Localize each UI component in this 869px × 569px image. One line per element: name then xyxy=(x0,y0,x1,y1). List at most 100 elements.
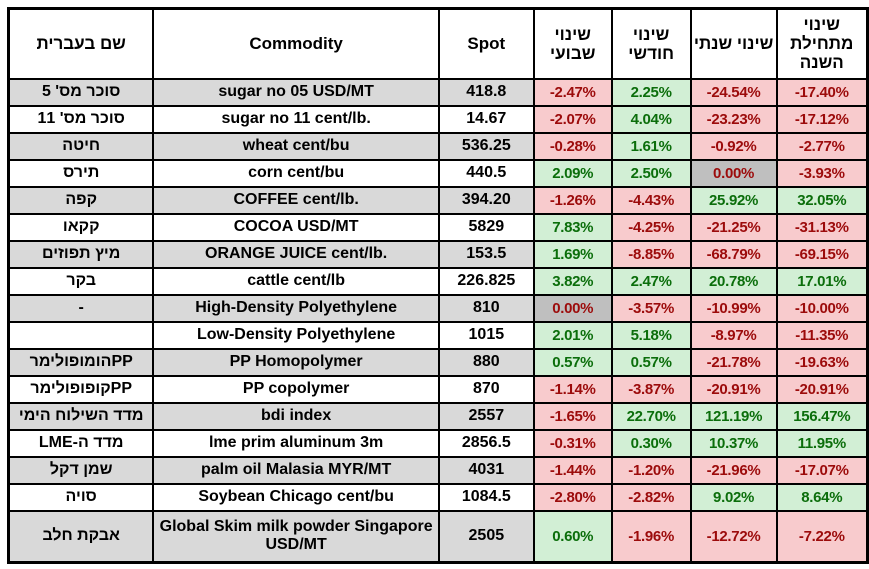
weekly-change-cell: 0.00% xyxy=(532,293,613,323)
ytd-change-cell: -7.22% xyxy=(775,509,869,564)
weekly-change-cell: 2.01% xyxy=(532,320,613,350)
weekly-change-cell: -1.14% xyxy=(532,374,613,404)
table-header: שם בעברית Commodity Spot שינוי שבועי שינ… xyxy=(7,7,869,80)
weekly-change-cell: -0.28% xyxy=(532,131,613,161)
hebrew-name-cell: קקאו xyxy=(7,212,155,242)
yearly-change-cell: -20.91% xyxy=(689,374,778,404)
table-row: בקר cattle cent/lb 226.825 3.82% 2.47% 20.78%… xyxy=(7,266,869,296)
table-row: סויה Soybean Chicago cent/bu 1084.5 -2.80% -… xyxy=(7,482,869,512)
commodity-cell: Global Skim milk powder Singapore USD/MT xyxy=(152,509,440,564)
hebrew-name-cell: חיטה xyxy=(7,131,155,161)
table-row: PPקופופולימר PP copolymer 870 -1.14% -3.87% -… xyxy=(7,374,869,404)
weekly-change-cell: 1.69% xyxy=(532,239,613,269)
commodity-cell: COFFEE cent/lb. xyxy=(152,185,440,215)
monthly-change-cell: -3.87% xyxy=(610,374,692,404)
spot-cell: 536.25 xyxy=(437,131,535,161)
ytd-change-cell: -17.12% xyxy=(775,104,869,134)
weekly-change-cell: 2.09% xyxy=(532,158,613,188)
weekly-change-cell: 0.60% xyxy=(532,509,613,564)
commodity-cell: cattle cent/lb xyxy=(152,266,440,296)
spot-cell: 440.5 xyxy=(437,158,535,188)
header-weekly-change: שינוי שבועי xyxy=(532,7,613,80)
ytd-change-cell: 17.01% xyxy=(775,266,869,296)
yearly-change-cell: -8.97% xyxy=(689,320,778,350)
hebrew-name-cell: מדד השילוח הימי xyxy=(7,401,155,431)
spot-cell: 5829 xyxy=(437,212,535,242)
weekly-change-cell: 0.57% xyxy=(532,347,613,377)
ytd-change-cell: -11.35% xyxy=(775,320,869,350)
weekly-change-cell: -1.44% xyxy=(532,455,613,485)
weekly-change-cell: 3.82% xyxy=(532,266,613,296)
ytd-change-cell: -20.91% xyxy=(775,374,869,404)
yearly-change-cell: -12.72% xyxy=(689,509,778,564)
hebrew-name-cell: בקר xyxy=(7,266,155,296)
ytd-change-cell: -2.77% xyxy=(775,131,869,161)
ytd-change-cell: -3.93% xyxy=(775,158,869,188)
hebrew-name-cell: PPהומופולימר xyxy=(7,347,155,377)
yearly-change-cell: -68.79% xyxy=(689,239,778,269)
commodity-cell: ORANGE JUICE cent/lb. xyxy=(152,239,440,269)
table-row: מיץ תפוזים ORANGE JUICE cent/lb. 153.5 1.69… xyxy=(7,239,869,269)
spot-cell: 14.67 xyxy=(437,104,535,134)
monthly-change-cell: -2.82% xyxy=(610,482,692,512)
commodity-cell: sugar no 05 USD/MT xyxy=(152,77,440,107)
hebrew-name-cell: סוכר מס' 11 xyxy=(7,104,155,134)
monthly-change-cell: 0.30% xyxy=(610,428,692,458)
spot-cell: 418.8 xyxy=(437,77,535,107)
yearly-change-cell: -24.54% xyxy=(689,77,778,107)
header-hebrew-name: שם בעברית xyxy=(7,7,155,80)
yearly-change-cell: -21.96% xyxy=(689,455,778,485)
hebrew-name-cell: סויה xyxy=(7,482,155,512)
hebrew-name-cell: שמן דקל xyxy=(7,455,155,485)
commodity-cell: High-Density Polyethylene xyxy=(152,293,440,323)
header-ytd-change: שינוי מתחילת השנה xyxy=(775,7,869,80)
hebrew-name-cell: - xyxy=(7,293,155,323)
monthly-change-cell: -8.85% xyxy=(610,239,692,269)
yearly-change-cell: 9.02% xyxy=(689,482,778,512)
monthly-change-cell: -1.20% xyxy=(610,455,692,485)
table-row: סוכר מס' 5 sugar no 05 USD/MT 418.8 -2.47% 2… xyxy=(7,77,869,107)
ytd-change-cell: 32.05% xyxy=(775,185,869,215)
weekly-change-cell: 7.83% xyxy=(532,212,613,242)
spot-cell: 880 xyxy=(437,347,535,377)
spot-cell: 226.825 xyxy=(437,266,535,296)
table-row: מדד השילוח הימי bdi index 2557 -1.65% 22.70%… xyxy=(7,401,869,431)
yearly-change-cell: -23.23% xyxy=(689,104,778,134)
ytd-change-cell: -17.40% xyxy=(775,77,869,107)
ytd-change-cell: 156.47% xyxy=(775,401,869,431)
commodity-cell: lme prim aluminum 3m xyxy=(152,428,440,458)
ytd-change-cell: 8.64% xyxy=(775,482,869,512)
hebrew-name-cell: אבקת חלב xyxy=(7,509,155,564)
hebrew-name-cell: מיץ תפוזים xyxy=(7,239,155,269)
monthly-change-cell: 2.47% xyxy=(610,266,692,296)
weekly-change-cell: -2.07% xyxy=(532,104,613,134)
yearly-change-cell: 20.78% xyxy=(689,266,778,296)
commodity-cell: corn cent/bu xyxy=(152,158,440,188)
weekly-change-cell: -1.65% xyxy=(532,401,613,431)
table-row: קקאו COCOA USD/MT 5829 7.83% -4.25% -21.25% -3… xyxy=(7,212,869,242)
weekly-change-cell: -0.31% xyxy=(532,428,613,458)
table-row: Low-Density Polyethylene 1015 2.01% 5.18% -8… xyxy=(7,320,869,350)
yearly-change-cell: -0.92% xyxy=(689,131,778,161)
weekly-change-cell: -2.47% xyxy=(532,77,613,107)
spot-cell: 810 xyxy=(437,293,535,323)
spot-cell: 153.5 xyxy=(437,239,535,269)
monthly-change-cell: -4.43% xyxy=(610,185,692,215)
commodity-cell: sugar no 11 cent/lb. xyxy=(152,104,440,134)
spot-cell: 4031 xyxy=(437,455,535,485)
table-row: אבקת חלב Global Skim milk powder Singapor… xyxy=(7,509,869,564)
commodity-cell: Soybean Chicago cent/bu xyxy=(152,482,440,512)
header-spot: Spot xyxy=(437,7,535,80)
header-monthly-change: שינוי חודשי xyxy=(610,7,692,80)
table-body: סוכר מס' 5 sugar no 05 USD/MT 418.8 -2.47% 2… xyxy=(7,77,869,564)
hebrew-name-cell: PPקופופולימר xyxy=(7,374,155,404)
hebrew-name-cell: קפה xyxy=(7,185,155,215)
hebrew-name-cell: מדד ה-LME xyxy=(7,428,155,458)
commodity-cell: PP Homopolymer xyxy=(152,347,440,377)
commodity-cell: bdi index xyxy=(152,401,440,431)
spot-cell: 2505 xyxy=(437,509,535,564)
spot-cell: 394.20 xyxy=(437,185,535,215)
header-commodity: Commodity xyxy=(152,7,440,80)
commodity-cell: palm oil Malasia MYR/MT xyxy=(152,455,440,485)
spot-cell: 1015 xyxy=(437,320,535,350)
